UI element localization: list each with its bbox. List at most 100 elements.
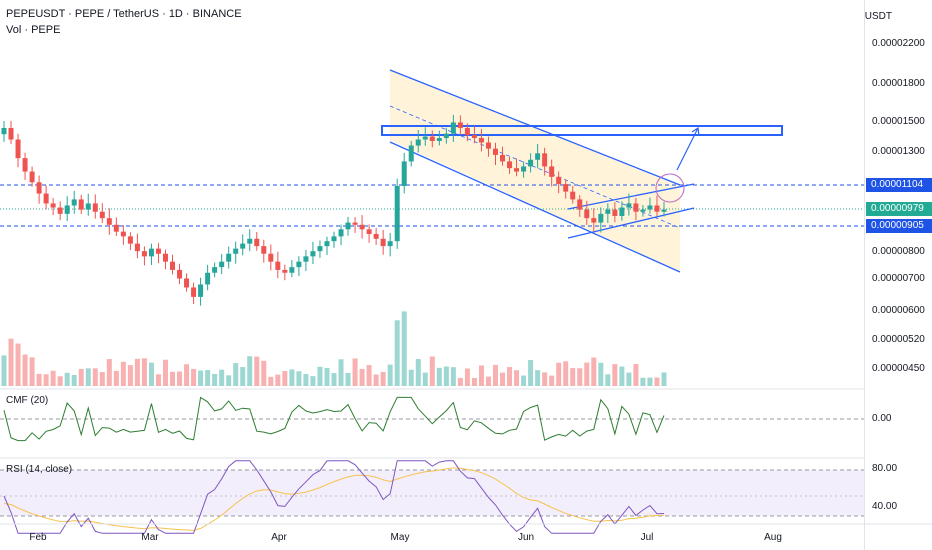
- candle-body[interactable]: [331, 236, 337, 242]
- candle-body[interactable]: [429, 136, 435, 141]
- candle-body[interactable]: [366, 229, 372, 234]
- candle-body[interactable]: [485, 142, 491, 149]
- candle-body[interactable]: [380, 238, 386, 247]
- candle-body[interactable]: [268, 253, 274, 262]
- candle-body[interactable]: [507, 161, 513, 169]
- candle-body[interactable]: [64, 205, 70, 214]
- candle-body[interactable]: [612, 209, 618, 216]
- candle-body[interactable]: [401, 161, 407, 186]
- candle-body[interactable]: [394, 185, 400, 242]
- candle-body[interactable]: [120, 231, 126, 237]
- candle-body[interactable]: [113, 224, 119, 232]
- candle-body[interactable]: [71, 199, 77, 206]
- candle-body[interactable]: [422, 136, 428, 140]
- candle-body[interactable]: [289, 267, 295, 273]
- candle-body[interactable]: [184, 278, 190, 288]
- candle-body[interactable]: [8, 127, 14, 140]
- candle-body[interactable]: [345, 222, 351, 230]
- candle-body[interactable]: [162, 253, 168, 262]
- candle-body[interactable]: [471, 135, 477, 139]
- candle-body[interactable]: [254, 238, 260, 247]
- candle-body[interactable]: [338, 229, 344, 237]
- candle-body[interactable]: [521, 166, 527, 172]
- candle-body[interactable]: [29, 171, 35, 183]
- candle-body[interactable]: [22, 158, 28, 172]
- candle-body[interactable]: [296, 261, 302, 268]
- candle-body[interactable]: [141, 251, 147, 257]
- candle-body[interactable]: [514, 168, 520, 172]
- candle-body[interactable]: [556, 176, 562, 185]
- candle-body[interactable]: [233, 248, 239, 254]
- candle-body[interactable]: [127, 236, 133, 244]
- candle-body[interactable]: [317, 246, 323, 252]
- candle-body[interactable]: [478, 138, 484, 143]
- candle-body[interactable]: [359, 224, 365, 230]
- candle-body[interactable]: [1, 127, 7, 135]
- candle-body[interactable]: [303, 256, 309, 262]
- price-tag-905: 0.00000905: [866, 219, 932, 233]
- candle-body[interactable]: [275, 261, 281, 270]
- candle-body[interactable]: [261, 246, 267, 254]
- candle-body[interactable]: [226, 253, 232, 262]
- candle-body[interactable]: [99, 211, 105, 219]
- candle-body[interactable]: [647, 205, 653, 210]
- candle-body[interactable]: [57, 207, 63, 214]
- candle-body[interactable]: [605, 209, 611, 214]
- candle-body[interactable]: [92, 203, 98, 212]
- candle-body[interactable]: [212, 267, 218, 273]
- candle-body[interactable]: [36, 182, 42, 194]
- candle-body[interactable]: [457, 122, 463, 128]
- candle-body[interactable]: [633, 203, 639, 212]
- candle-body[interactable]: [148, 248, 154, 257]
- candle-body[interactable]: [661, 209, 667, 212]
- candle-body[interactable]: [563, 184, 569, 192]
- candle-body[interactable]: [85, 203, 91, 210]
- candle-body[interactable]: [43, 193, 49, 204]
- candle-body[interactable]: [198, 284, 204, 297]
- candle-body[interactable]: [177, 269, 183, 279]
- candle-body[interactable]: [170, 261, 176, 270]
- candle-body[interactable]: [310, 251, 316, 257]
- candle-body[interactable]: [598, 213, 604, 223]
- candle-body[interactable]: [640, 209, 646, 212]
- candle-body[interactable]: [324, 241, 330, 247]
- candle-body[interactable]: [240, 243, 246, 249]
- candle-body[interactable]: [408, 145, 414, 162]
- candle-body[interactable]: [247, 238, 253, 244]
- candle-body[interactable]: [591, 218, 597, 223]
- candle-body[interactable]: [436, 138, 442, 141]
- candle-body[interactable]: [78, 199, 84, 210]
- candle-body[interactable]: [443, 133, 449, 139]
- candle-body[interactable]: [387, 241, 393, 247]
- volume-bar: [247, 356, 253, 386]
- candle-body[interactable]: [570, 191, 576, 200]
- candle-body[interactable]: [282, 269, 288, 273]
- candle-body[interactable]: [450, 122, 456, 134]
- candle-body[interactable]: [464, 127, 470, 136]
- volume-bar: [598, 362, 604, 386]
- candle-body[interactable]: [528, 159, 534, 167]
- candle-body[interactable]: [352, 222, 358, 225]
- candle-body[interactable]: [577, 199, 583, 210]
- candle-body[interactable]: [106, 218, 112, 225]
- resistance-zone-box[interactable]: [381, 125, 783, 136]
- candle-body[interactable]: [654, 205, 660, 212]
- candle-body[interactable]: [500, 154, 506, 162]
- candle-body[interactable]: [535, 153, 541, 160]
- candle-body[interactable]: [549, 166, 555, 177]
- candle-body[interactable]: [155, 248, 161, 254]
- candle-body[interactable]: [542, 153, 548, 167]
- candle-body[interactable]: [15, 139, 21, 159]
- candle-body[interactable]: [219, 261, 225, 268]
- candle-body[interactable]: [191, 287, 197, 297]
- candle-body[interactable]: [50, 203, 56, 208]
- candle-body[interactable]: [205, 272, 211, 285]
- candle-body[interactable]: [415, 139, 421, 146]
- candle-body[interactable]: [619, 207, 625, 216]
- candle-body[interactable]: [373, 233, 379, 239]
- candle-body[interactable]: [134, 243, 140, 252]
- candle-body[interactable]: [584, 209, 590, 219]
- candle-body[interactable]: [492, 148, 498, 155]
- candle-body[interactable]: [626, 203, 632, 208]
